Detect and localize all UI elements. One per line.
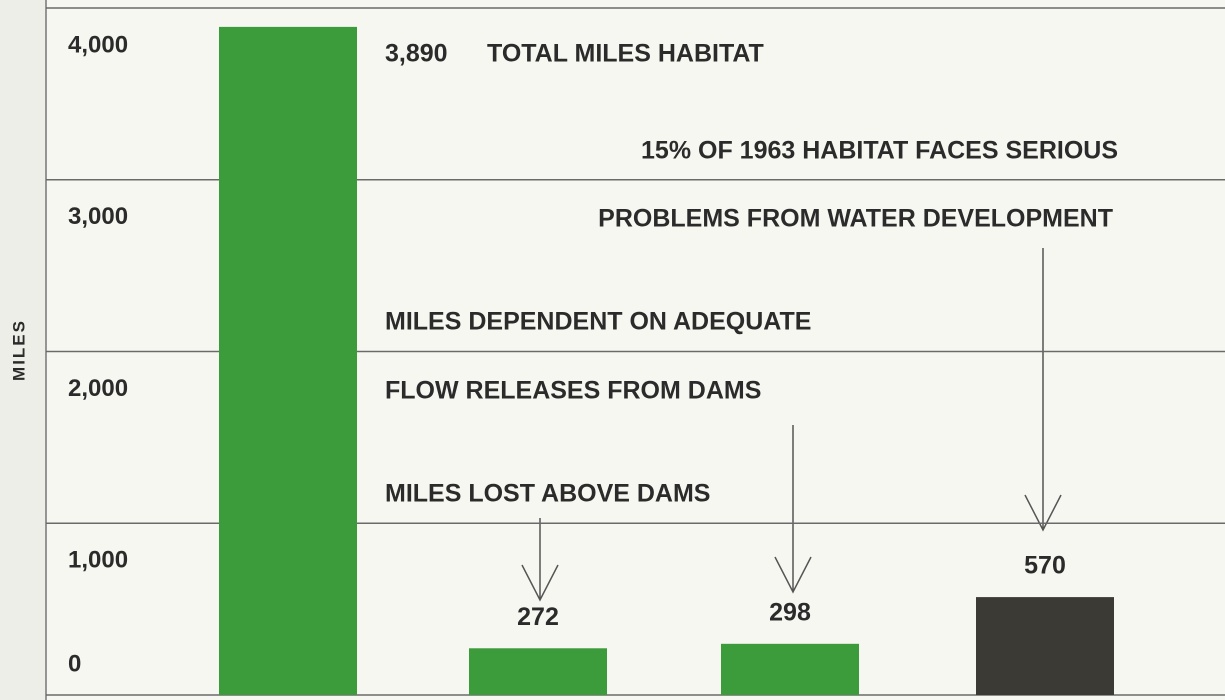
y-axis-label: MILES bbox=[9, 319, 28, 381]
value-label: 570 bbox=[1024, 552, 1066, 580]
arrows bbox=[521, 248, 1062, 602]
bar bbox=[721, 643, 859, 695]
annotation: MILES LOST ABOVE DAMS bbox=[385, 480, 710, 508]
bar bbox=[976, 597, 1114, 695]
value-label: 272 bbox=[517, 603, 559, 631]
y-tick-label: 1,000 bbox=[68, 547, 128, 574]
y-tick-label: 3,000 bbox=[68, 203, 128, 230]
y-tick-label: 4,000 bbox=[68, 31, 128, 58]
bar bbox=[219, 26, 357, 695]
annotation: PROBLEMS FROM WATER DEVELOPMENT bbox=[598, 205, 1113, 233]
arrow bbox=[774, 425, 812, 594]
annotation: TOTAL MILES HABITAT bbox=[487, 40, 764, 68]
value-label: 3,890 bbox=[385, 40, 448, 68]
arrow bbox=[521, 518, 559, 602]
annotation: 15% OF 1963 HABITAT FACES SERIOUS bbox=[641, 137, 1118, 165]
value-label: 298 bbox=[769, 598, 811, 626]
arrow bbox=[1024, 248, 1062, 532]
y-tick-label: 2,000 bbox=[68, 375, 128, 402]
bar bbox=[469, 648, 607, 695]
y-tick-label: 0 bbox=[68, 650, 81, 677]
annotation: MILES DEPENDENT ON ADEQUATE bbox=[385, 308, 811, 336]
page-margin bbox=[0, 0, 46, 700]
annotation: FLOW RELEASES FROM DAMS bbox=[385, 377, 761, 405]
